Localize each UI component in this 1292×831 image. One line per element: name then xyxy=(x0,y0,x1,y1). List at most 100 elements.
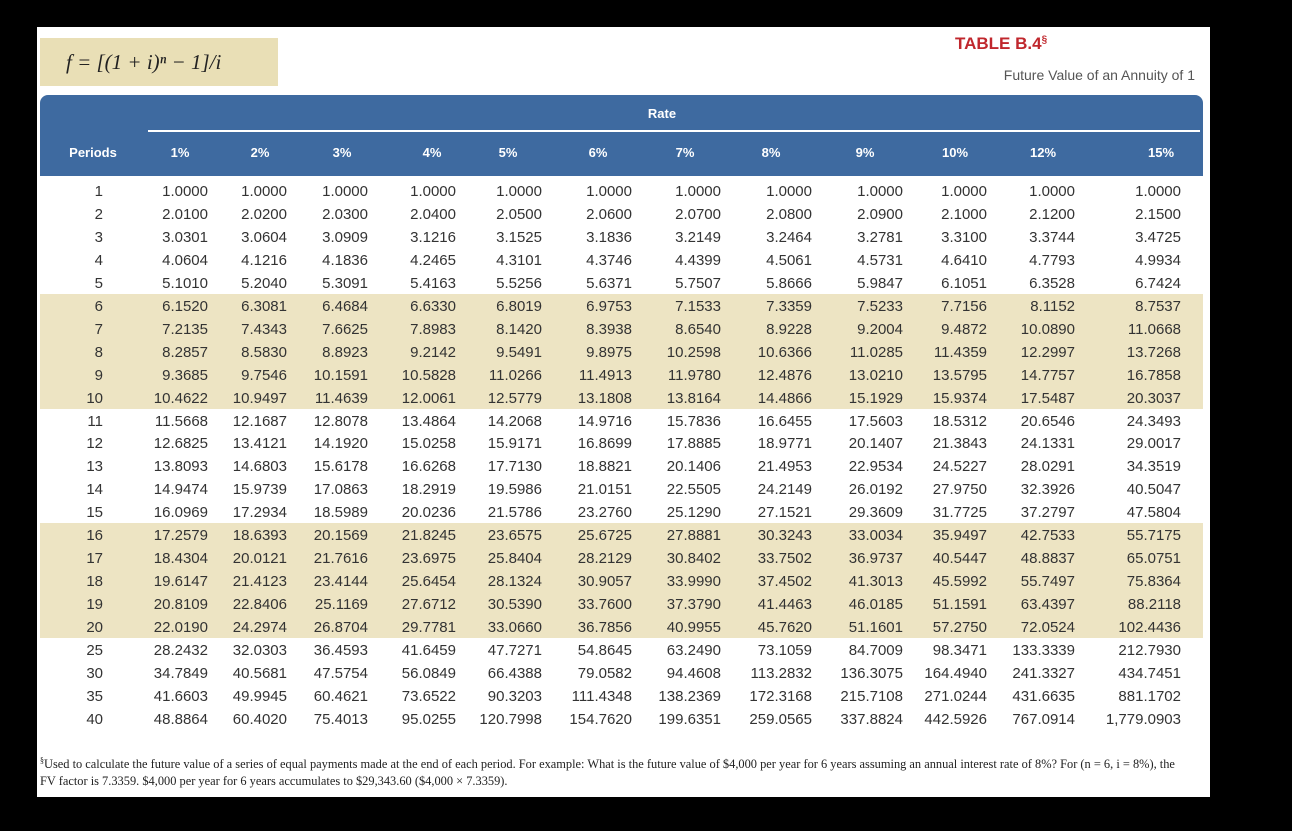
value-cell: 29.3609 xyxy=(848,504,903,522)
value-cell: 79.0582 xyxy=(577,664,632,682)
value-cell: 22.9534 xyxy=(848,458,903,476)
period-cell: 15 xyxy=(86,504,103,522)
value-cell: 10.6366 xyxy=(757,343,812,361)
value-cell: 14.6803 xyxy=(232,458,287,476)
value-cell: 33.7502 xyxy=(757,550,812,568)
value-cell: 16.0969 xyxy=(153,504,208,522)
value-cell: 32.0303 xyxy=(232,642,287,659)
value-cell: 1.0000 xyxy=(766,183,812,200)
column-header: 3% xyxy=(332,145,352,160)
value-cell: 45.5992 xyxy=(932,573,987,591)
value-cell: 12.4876 xyxy=(757,366,812,384)
value-cell: 90.3203 xyxy=(487,687,542,705)
value-cell: 94.4608 xyxy=(666,664,721,682)
footnote: §Used to calculate the future value of a… xyxy=(40,752,1190,790)
value-cell: 3.1216 xyxy=(410,228,456,246)
value-cell: 24.5227 xyxy=(932,458,987,476)
value-cell: 1.0000 xyxy=(1135,183,1181,200)
value-cell: 21.5786 xyxy=(487,504,542,522)
value-cell: 35.9497 xyxy=(932,527,987,545)
value-cell: 6.7424 xyxy=(1135,274,1181,292)
value-cell: 11.4639 xyxy=(314,389,368,407)
column-header: 1% xyxy=(170,145,190,160)
value-cell: 33.9990 xyxy=(666,573,721,591)
value-cell: 136.3075 xyxy=(840,664,903,682)
period-cell: 20 xyxy=(86,619,103,637)
value-cell: 5.6371 xyxy=(586,274,632,292)
value-cell: 164.4940 xyxy=(924,664,987,682)
value-cell: 14.4866 xyxy=(757,389,812,407)
value-cell: 88.2118 xyxy=(1127,596,1181,614)
value-cell: 3.0604 xyxy=(241,228,287,246)
value-cell: 3.0909 xyxy=(322,228,368,246)
value-cell: 431.6635 xyxy=(1012,687,1075,705)
value-cell: 18.5312 xyxy=(932,412,987,430)
value-cell: 25.8404 xyxy=(487,550,542,568)
value-cell: 10.9497 xyxy=(232,389,287,407)
value-cell: 25.6454 xyxy=(401,573,456,591)
value-cell: 41.3013 xyxy=(848,573,903,591)
value-cell: 95.0255 xyxy=(401,710,456,728)
value-cell: 27.6712 xyxy=(401,596,456,614)
value-cell: 2.0100 xyxy=(162,205,208,223)
column-header: 15% xyxy=(1147,145,1175,160)
header-bar xyxy=(40,95,1203,176)
value-cell: 14.7757 xyxy=(1020,366,1075,384)
value-cell: 12.6825 xyxy=(153,435,208,453)
value-cell: 28.2129 xyxy=(577,550,632,568)
column-header: 5% xyxy=(498,145,518,160)
value-cell: 2.0500 xyxy=(496,205,542,223)
value-cell: 14.2068 xyxy=(487,412,542,430)
value-cell: 24.2974 xyxy=(232,619,287,637)
value-cell: 4.2465 xyxy=(410,251,456,269)
value-cell: 199.6351 xyxy=(658,710,721,728)
value-cell: 65.0751 xyxy=(1126,550,1181,568)
column-header: Periods xyxy=(69,145,117,160)
value-cell: 32.3926 xyxy=(1020,481,1075,499)
value-cell: 4.5731 xyxy=(857,251,903,269)
value-cell: 9.4872 xyxy=(941,320,987,338)
value-cell: 13.4121 xyxy=(232,435,287,453)
value-cell: 12.8078 xyxy=(313,412,368,430)
value-cell: 25.1290 xyxy=(666,504,721,522)
period-cell: 8 xyxy=(94,343,103,361)
value-cell: 40.5447 xyxy=(932,550,987,568)
value-cell: 13.4864 xyxy=(401,412,456,430)
row-band xyxy=(40,294,1203,409)
value-cell: 30.9057 xyxy=(577,573,632,591)
value-cell: 6.8019 xyxy=(496,297,542,315)
value-cell: 31.7725 xyxy=(932,504,987,522)
column-header: 10% xyxy=(941,145,969,160)
value-cell: 13.5795 xyxy=(932,366,987,384)
value-cell: 40.5047 xyxy=(1126,481,1181,499)
value-cell: 5.9847 xyxy=(857,274,903,292)
value-cell: 41.6603 xyxy=(153,687,208,705)
value-cell: 2.1500 xyxy=(1135,205,1181,223)
value-cell: 15.9374 xyxy=(932,389,987,407)
value-cell: 6.3528 xyxy=(1029,274,1075,292)
value-cell: 5.2040 xyxy=(241,274,287,292)
title-text: TABLE B.4 xyxy=(955,34,1042,53)
value-cell: 434.7451 xyxy=(1118,664,1181,682)
value-cell: 8.3938 xyxy=(586,320,632,338)
value-cell: 18.5989 xyxy=(313,504,368,522)
value-cell: 75.8364 xyxy=(1126,573,1181,591)
value-cell: 5.8666 xyxy=(766,274,812,292)
value-cell: 73.6522 xyxy=(401,687,456,705)
value-cell: 40.5681 xyxy=(232,664,287,682)
value-cell: 1.0000 xyxy=(162,183,208,200)
value-cell: 8.6540 xyxy=(675,320,721,338)
value-cell: 4.0604 xyxy=(162,251,208,269)
value-cell: 10.4622 xyxy=(153,389,208,407)
table-subtitle: Future Value of an Annuity of 1 xyxy=(1003,67,1195,83)
value-cell: 2.1200 xyxy=(1029,205,1075,223)
value-cell: 51.1601 xyxy=(848,619,903,637)
value-cell: 54.8645 xyxy=(577,642,632,659)
formula: f = [(1 + i)ⁿ − 1]/i xyxy=(66,50,222,74)
value-cell: 7.3359 xyxy=(766,297,812,315)
value-cell: 881.1702 xyxy=(1118,687,1181,705)
value-cell: 7.4343 xyxy=(241,320,287,338)
value-cell: 3.1836 xyxy=(586,228,632,246)
period-cell: 1 xyxy=(94,183,103,200)
value-cell: 21.0151 xyxy=(577,481,632,499)
